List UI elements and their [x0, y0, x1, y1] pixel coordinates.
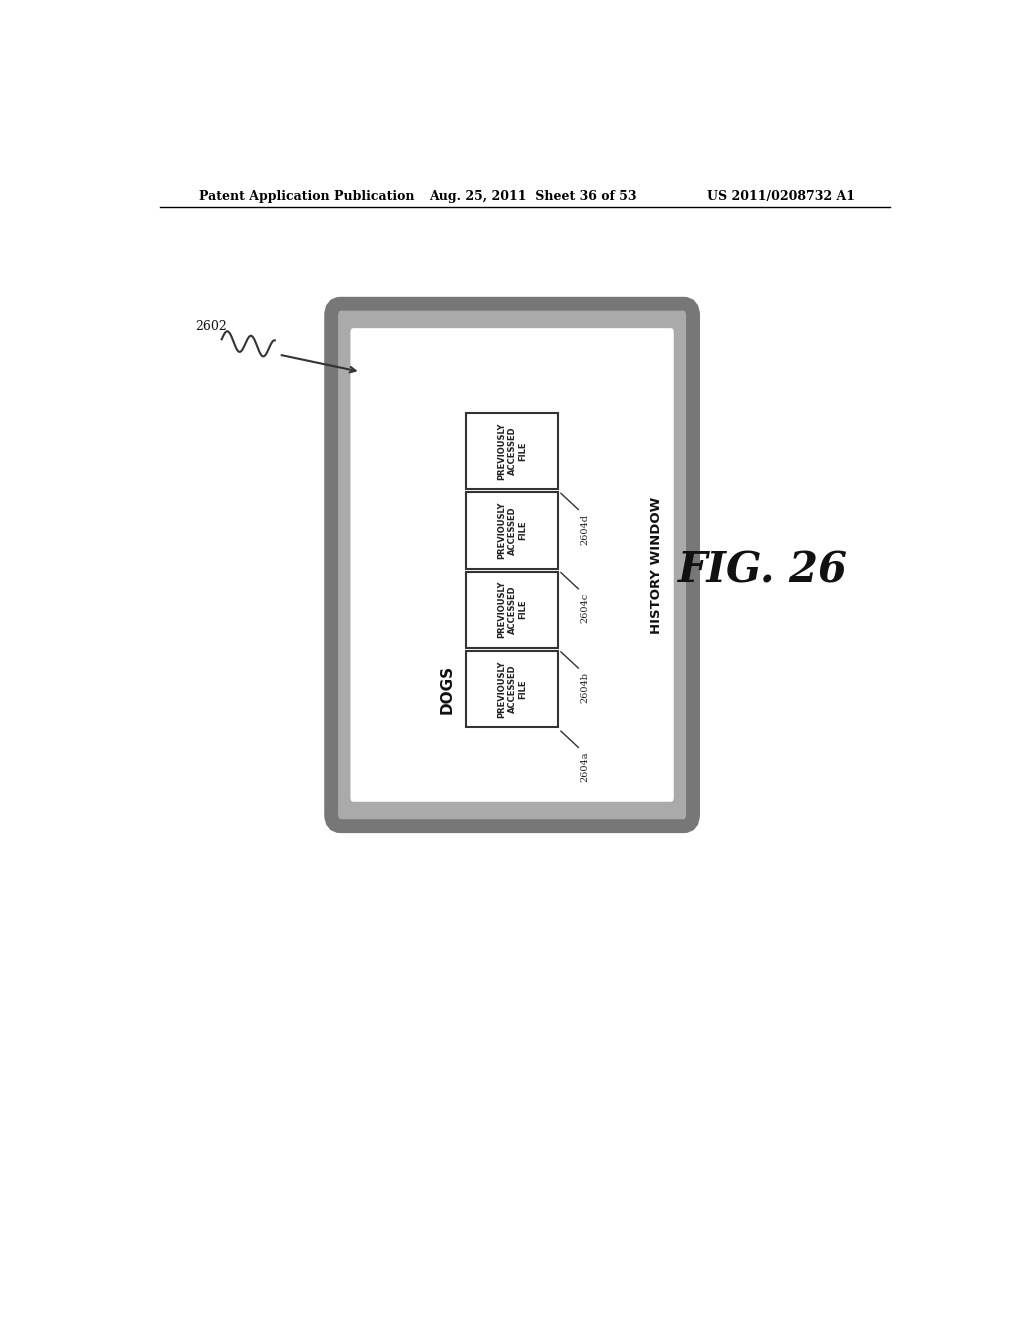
Bar: [467, 413, 558, 490]
Text: HISTORY WINDOW: HISTORY WINDOW: [650, 496, 663, 634]
Text: Aug. 25, 2011  Sheet 36 of 53: Aug. 25, 2011 Sheet 36 of 53: [430, 190, 637, 202]
Bar: [467, 572, 558, 648]
Text: 2604a: 2604a: [581, 751, 590, 781]
Bar: [467, 492, 558, 569]
Text: 2604b: 2604b: [581, 672, 590, 704]
FancyBboxPatch shape: [349, 327, 675, 803]
Text: 2602: 2602: [196, 319, 227, 333]
Text: PREVIOUSLY
ACCESSED
FILE: PREVIOUSLY ACCESSED FILE: [498, 422, 527, 480]
Text: FIG. 26: FIG. 26: [678, 549, 848, 591]
Text: PREVIOUSLY
ACCESSED
FILE: PREVIOUSLY ACCESSED FILE: [498, 502, 527, 560]
Text: PREVIOUSLY
ACCESSED
FILE: PREVIOUSLY ACCESSED FILE: [498, 581, 527, 639]
Bar: [467, 651, 558, 727]
Text: DOGS: DOGS: [439, 664, 454, 714]
Text: Patent Application Publication: Patent Application Publication: [200, 190, 415, 202]
Text: 2604c: 2604c: [581, 593, 590, 623]
Text: 2604d: 2604d: [581, 513, 590, 545]
Text: PREVIOUSLY
ACCESSED
FILE: PREVIOUSLY ACCESSED FILE: [498, 660, 527, 718]
Text: US 2011/0208732 A1: US 2011/0208732 A1: [708, 190, 855, 202]
FancyBboxPatch shape: [331, 304, 693, 826]
